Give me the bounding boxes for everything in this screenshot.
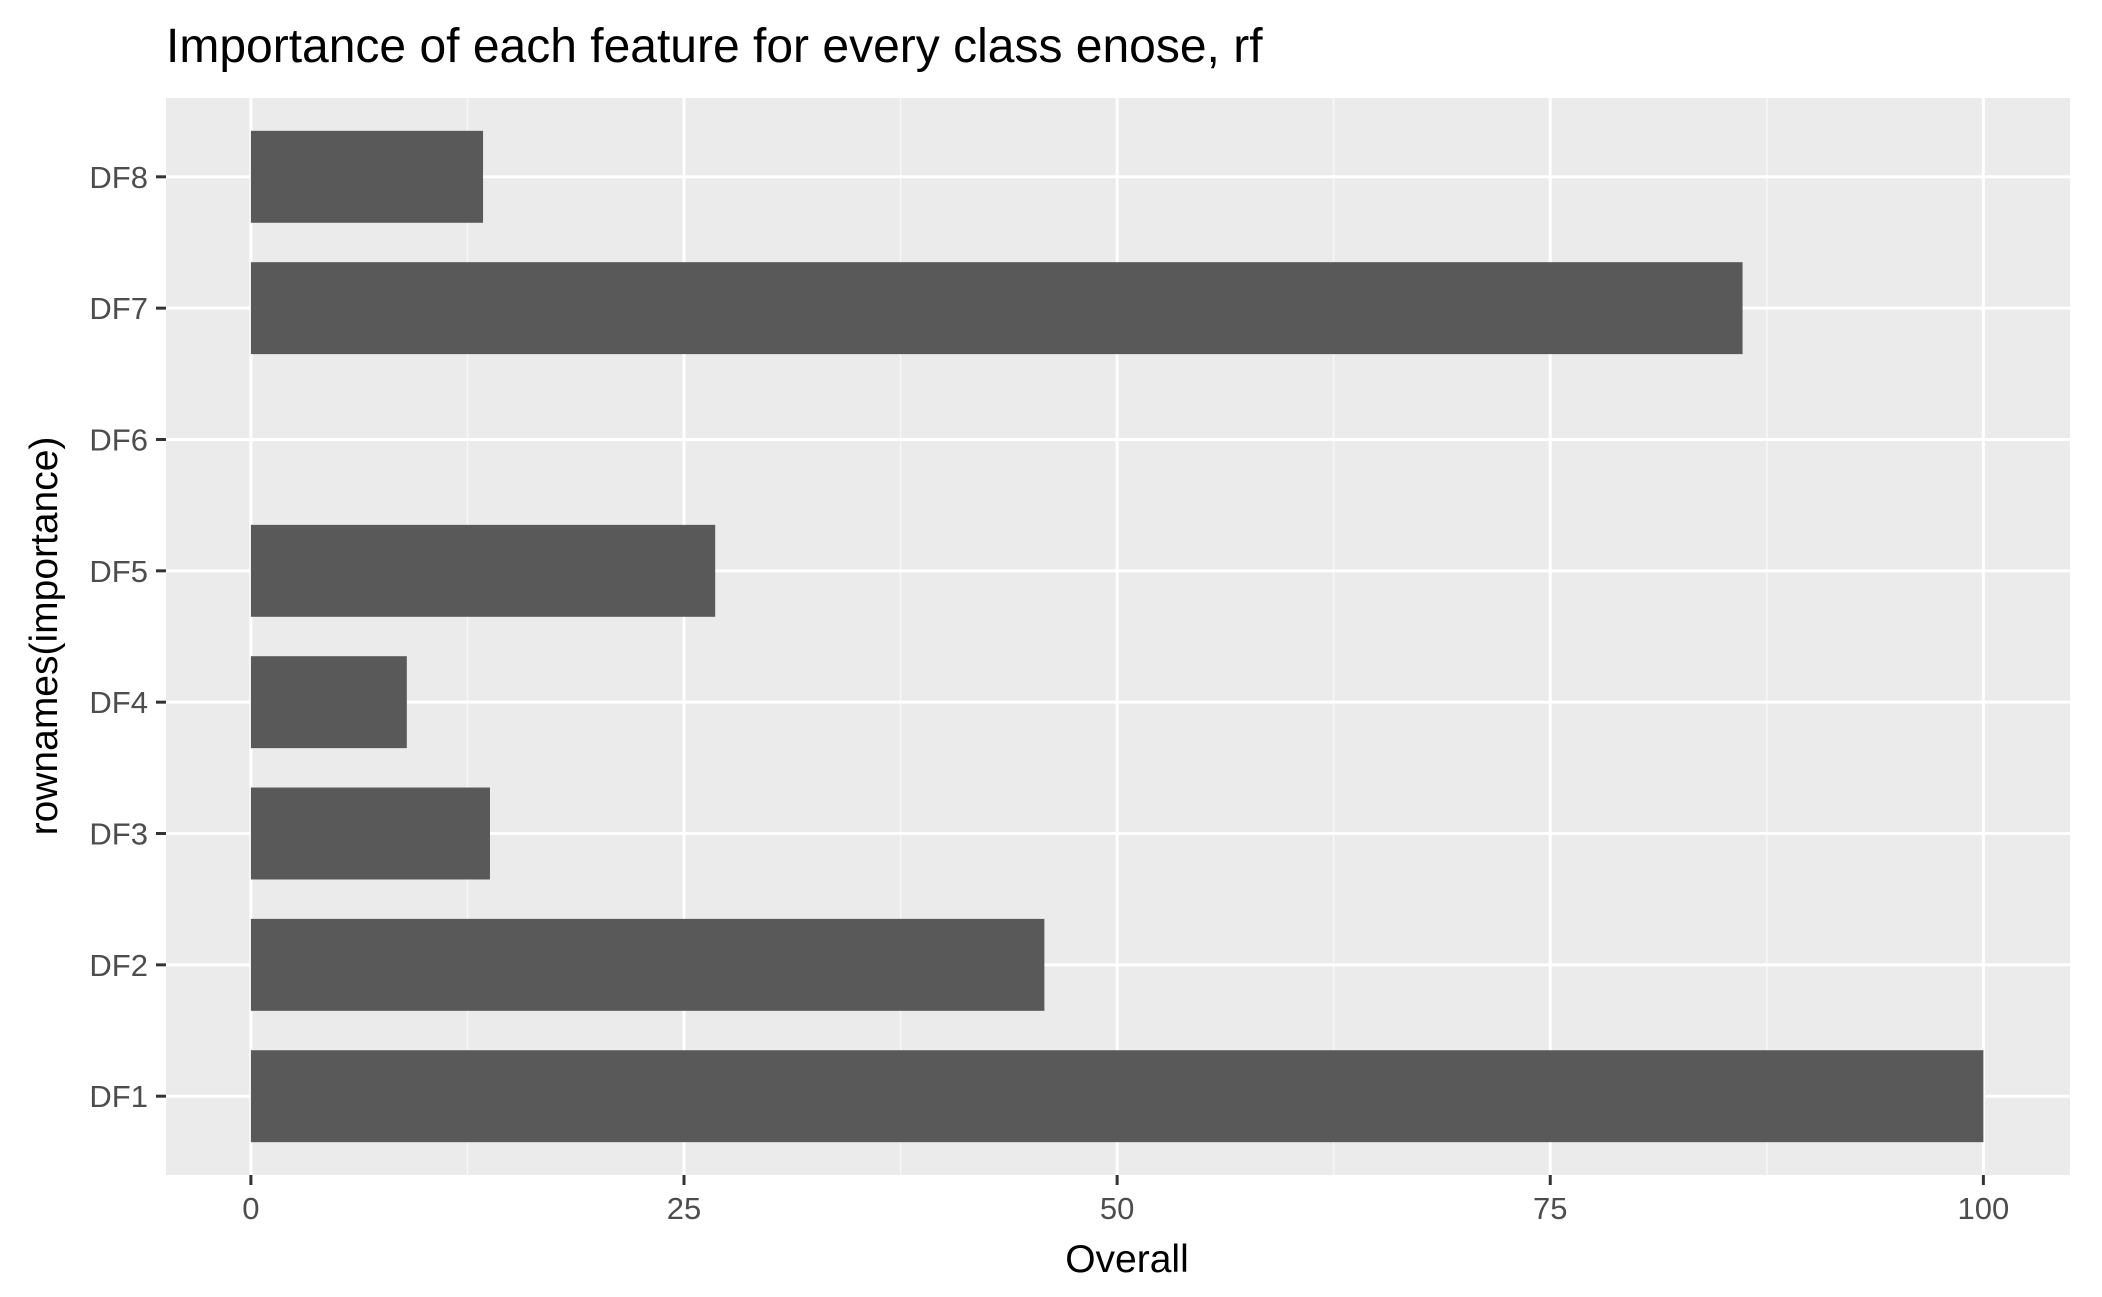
x-tick-label: 0	[242, 1191, 259, 1226]
x-axis-title: Overall	[1065, 1238, 1189, 1281]
y-tick-label: DF5	[89, 554, 148, 589]
y-tick-label: DF2	[89, 948, 148, 983]
y-tick-label: DF8	[89, 160, 148, 195]
bar-df8	[250, 130, 484, 223]
bar-df4	[250, 656, 407, 749]
bar-df3	[250, 787, 490, 880]
y-tick-label: DF7	[89, 291, 148, 326]
bar-df1	[250, 1050, 1984, 1143]
x-tick-label: 50	[1100, 1191, 1134, 1226]
y-tick-label: DF6	[89, 422, 148, 457]
y-axis-title: rownames(importance)	[23, 437, 66, 836]
chart-title: Importance of each feature for every cla…	[166, 20, 1263, 73]
y-tick-label: DF3	[89, 817, 148, 852]
bar-df2	[250, 918, 1045, 1011]
bar-df7	[250, 262, 1743, 355]
x-tick-label: 75	[1533, 1191, 1567, 1226]
x-tick-label: 100	[1958, 1191, 2010, 1226]
bar-df5	[250, 524, 716, 617]
x-tick-label: 25	[667, 1191, 701, 1226]
y-tick-label: DF1	[89, 1079, 148, 1114]
x-axis: 0 25 50 75 100	[242, 1175, 2009, 1226]
y-axis: DF1 DF2 DF3 DF4 DF5 DF6 DF7 DF8	[89, 160, 166, 1114]
bars	[250, 130, 1984, 1143]
y-tick-label: DF4	[89, 685, 148, 720]
